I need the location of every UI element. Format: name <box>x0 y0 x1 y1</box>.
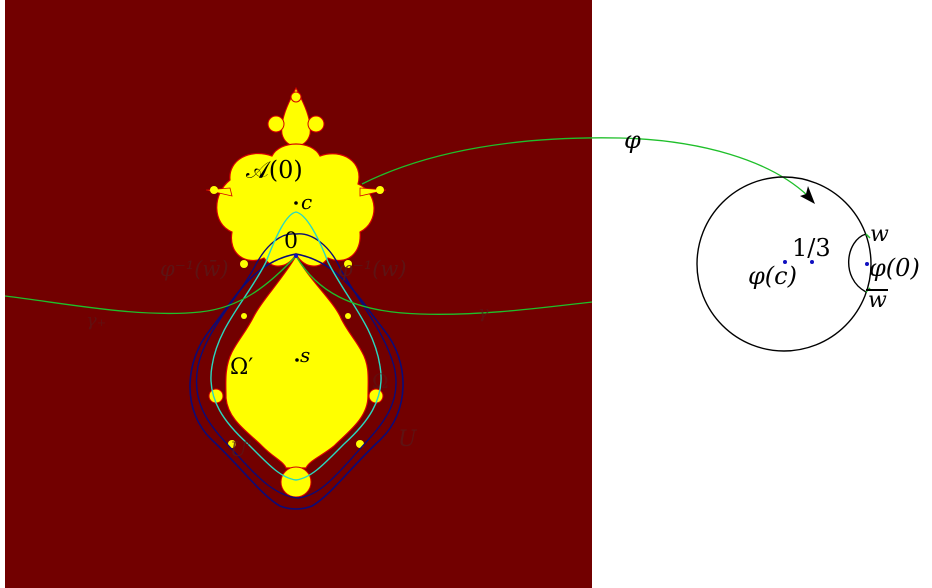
basin-s <box>208 254 384 498</box>
unit-disk <box>696 176 872 352</box>
disk-arc-w <box>848 233 867 293</box>
phi-arrow-head <box>800 186 815 204</box>
label-phi-arrow: φ <box>624 126 641 154</box>
side-bulb-left2 <box>228 440 236 448</box>
label-omega: Ω <box>372 369 389 393</box>
curve-gamma-right <box>295 255 593 315</box>
label-phi-c: φ(c) <box>748 262 797 290</box>
label-U: U <box>398 427 418 452</box>
label-phi-inv-w: φ⁻¹(w) <box>338 257 407 281</box>
side-bulb-left <box>208 388 224 404</box>
label-A0: 𝒜(0) <box>246 156 303 184</box>
curve-omega <box>210 211 382 481</box>
curve-gamma-left <box>4 255 297 315</box>
top-bulb-right <box>307 115 325 133</box>
curve-U <box>189 253 404 510</box>
label-s: s <box>300 343 310 367</box>
point-phi-c <box>783 260 787 264</box>
point-s <box>295 358 299 362</box>
basin-A0 <box>205 86 387 268</box>
label-phi-0: φ(0) <box>869 254 920 282</box>
label-c: c <box>301 190 312 214</box>
label-U-prime: U′ <box>230 437 252 461</box>
small-bulb-r1 <box>376 186 384 194</box>
point-c <box>294 201 298 205</box>
side-bulb-right3 <box>345 313 351 319</box>
small-bulb-l2 <box>240 260 248 268</box>
label-omega-prime: Ω′ <box>230 355 253 380</box>
top-tip <box>290 91 302 103</box>
phi-arrow-curve <box>361 137 809 197</box>
bottom-bulb <box>280 466 312 498</box>
label-one-third: 1/3 <box>792 234 831 262</box>
label-gamma-left: γ₊ <box>86 310 106 331</box>
curve-U-prime <box>195 233 397 499</box>
label-gamma-right: γ <box>478 302 489 323</box>
top-bulb-left <box>267 115 285 133</box>
label-w-bar: w <box>868 288 887 313</box>
point-zero <box>294 254 298 258</box>
label-zero: 0 <box>284 229 298 254</box>
small-bulb-l1 <box>210 186 218 194</box>
small-bulb-r2 <box>344 260 352 268</box>
label-w: w <box>870 222 889 247</box>
disk-tick-w <box>865 233 871 239</box>
side-bulb-left3 <box>241 313 247 319</box>
point-one-third <box>810 260 814 264</box>
label-phi-inv-wbar: φ⁻¹(w̄) <box>160 257 229 281</box>
cloud-body <box>216 143 375 267</box>
point-phi-0 <box>865 262 869 266</box>
